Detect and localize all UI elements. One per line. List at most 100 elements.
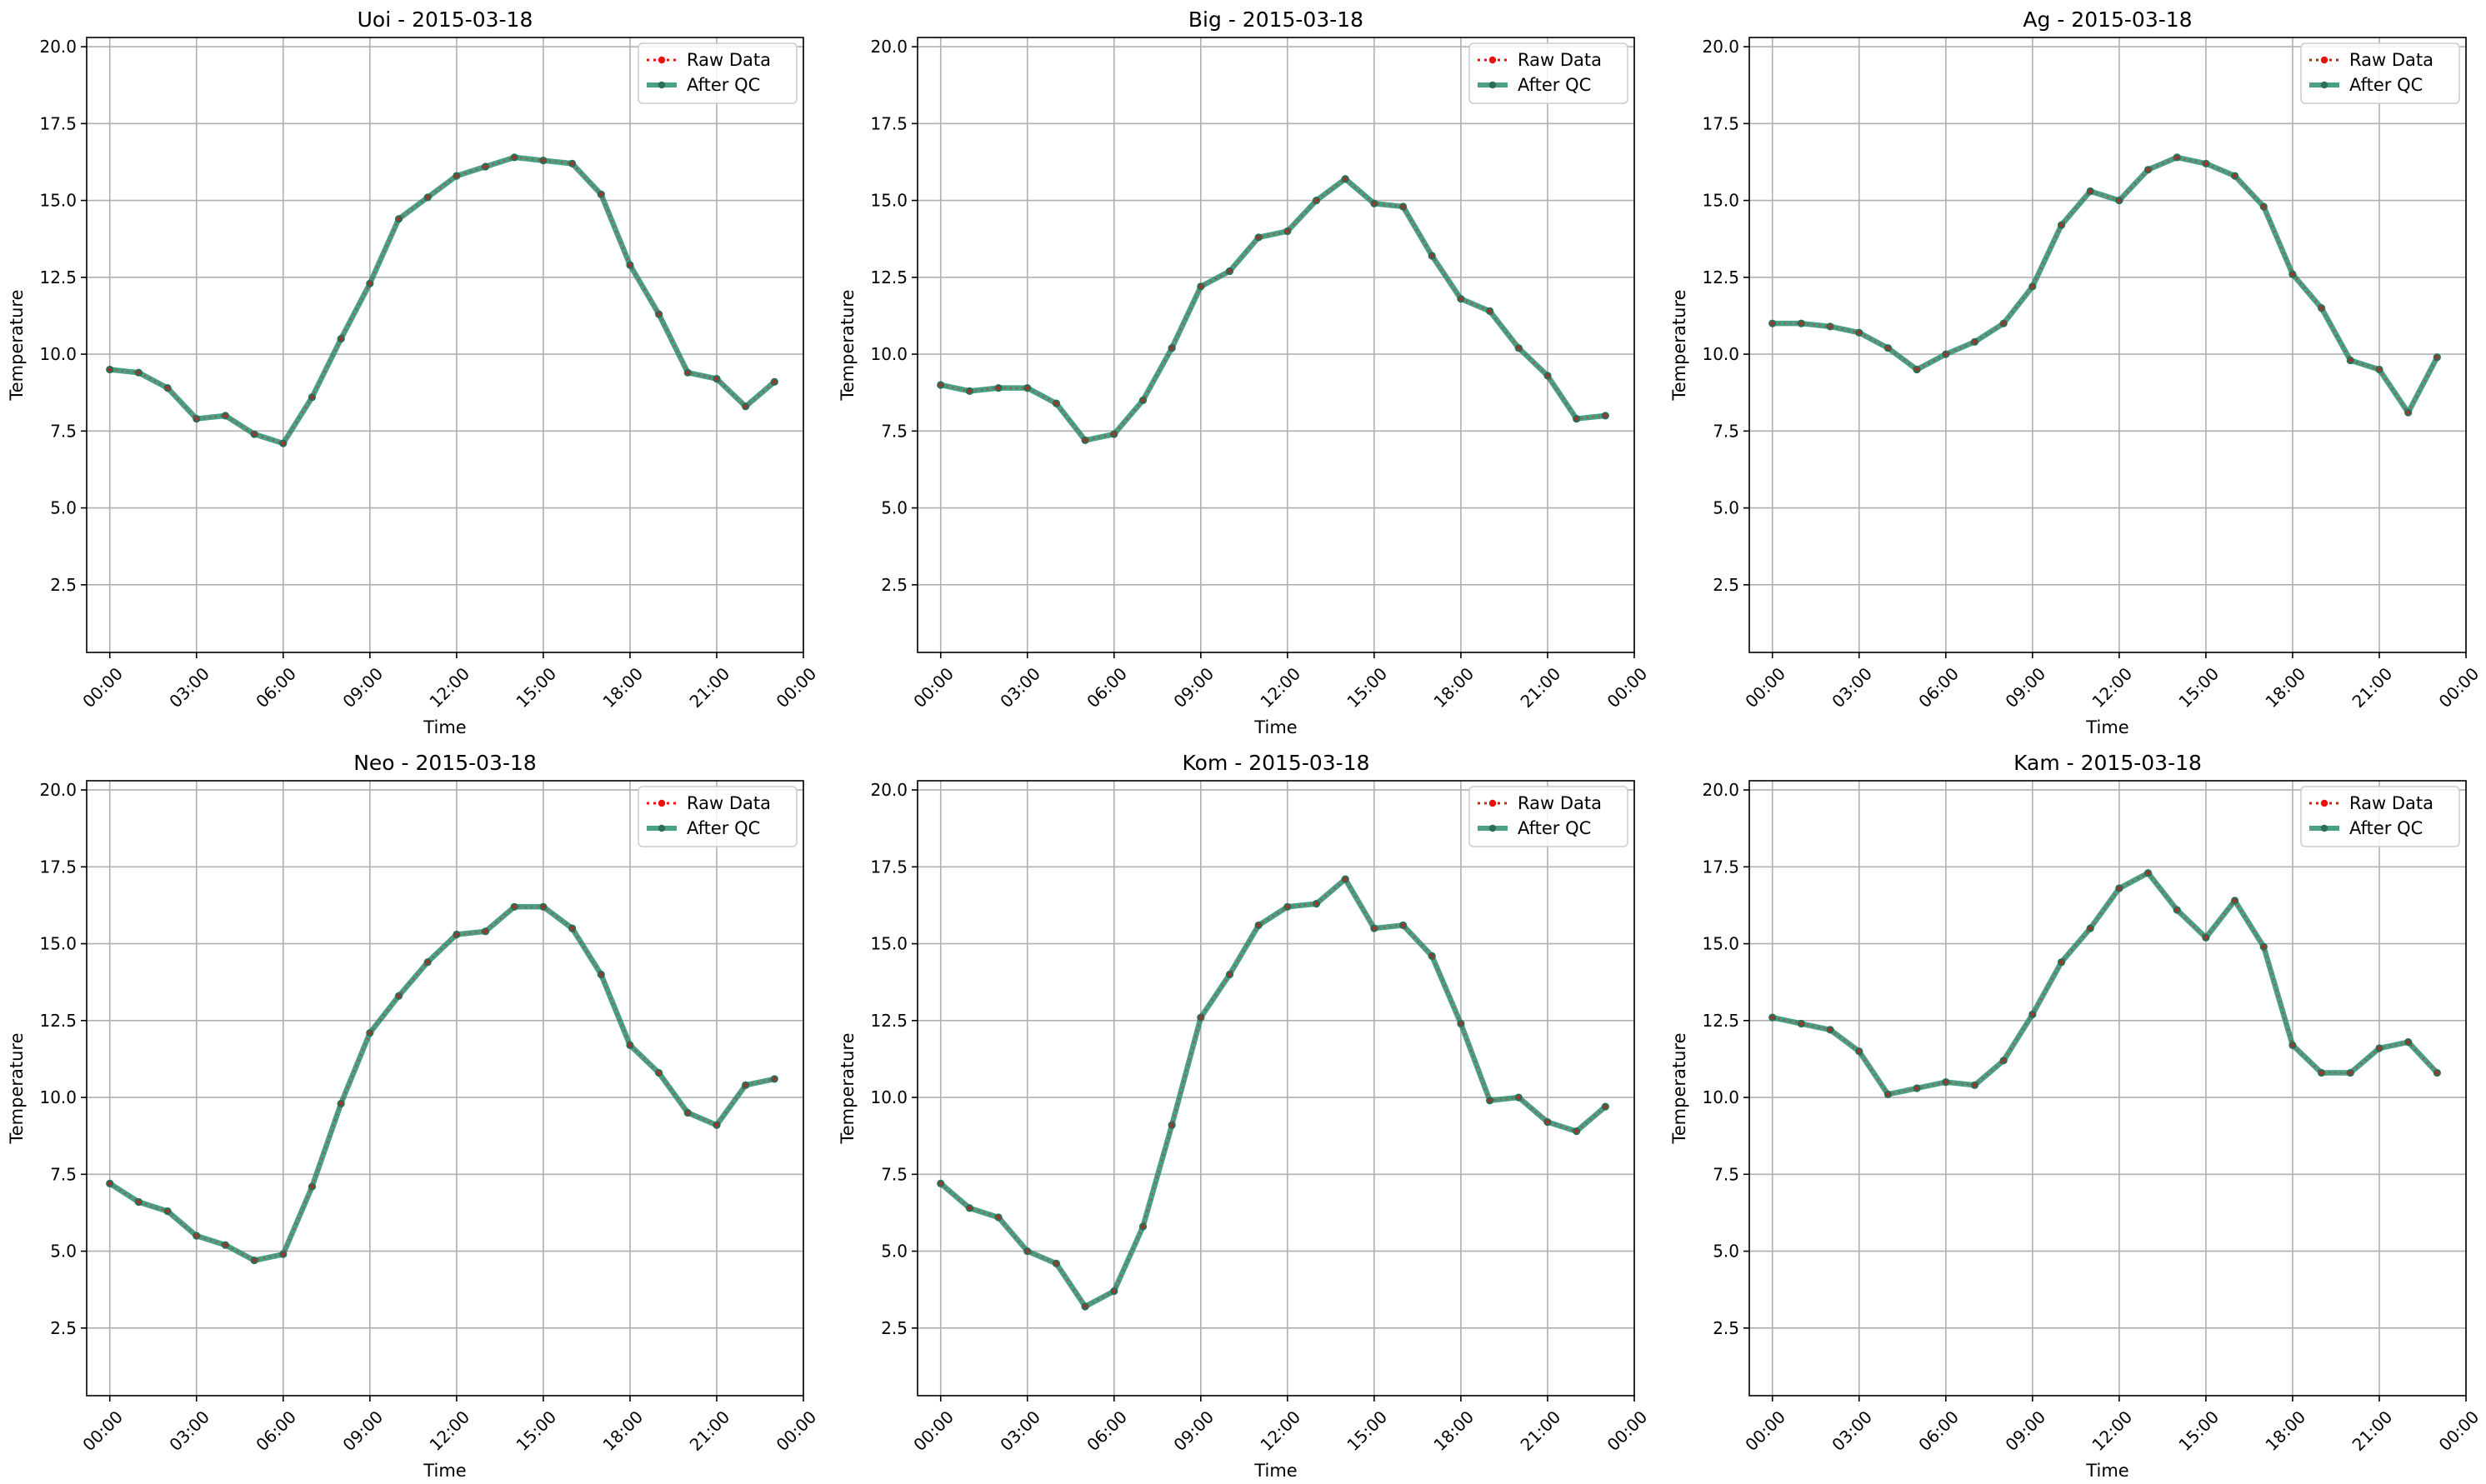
x-tick-label: 00:00 <box>773 663 821 712</box>
x-tick-label: 21:00 <box>1517 663 1565 712</box>
raw-data-point <box>454 932 459 937</box>
after-qc-line <box>107 154 778 447</box>
raw-data-point <box>968 388 972 393</box>
legend-raw-marker <box>1488 56 1497 64</box>
axes-frame <box>86 37 804 653</box>
y-tick-label: 20.0 <box>1702 37 1739 57</box>
axes-frame <box>1748 37 2467 653</box>
x-tick-label: 00:00 <box>2435 663 2483 712</box>
legend-box <box>2300 786 2460 847</box>
raw-data-point <box>1488 309 1493 313</box>
raw-data-point <box>1943 352 1948 357</box>
raw-data-point <box>657 312 662 317</box>
x-tick-label: 18:00 <box>1429 1407 1478 1455</box>
subplot-5: 2.5 5.0 7.5 10.0 12.5 15.0 17.5 20.0 00:00 03:00 0… <box>838 751 1651 1481</box>
raw-data-point <box>1973 1082 1977 1087</box>
legend: Raw Data After QC <box>1468 42 1628 104</box>
x-tick-label: 00:00 <box>1603 663 1652 712</box>
grid-lines <box>918 37 1635 652</box>
raw-data-point <box>1857 1049 1862 1054</box>
raw-data-point <box>685 1111 690 1115</box>
raw-data-point <box>1828 324 1833 329</box>
axes-frame <box>86 780 804 1397</box>
legend-qc-marker <box>2320 824 2328 832</box>
y-tick-label: 7.5 <box>881 1164 908 1184</box>
raw-data-point <box>570 161 574 166</box>
x-tick-label: 18:00 <box>1429 663 1478 712</box>
y-tick-label: 15.0 <box>1702 191 1739 211</box>
x-tick-label: 03:00 <box>165 663 213 712</box>
raw-data-point <box>1799 1022 1803 1026</box>
raw-data-point <box>2203 161 2208 166</box>
x-axis-label: Time <box>2085 1461 2128 1481</box>
y-tick-label: 2.5 <box>1713 1318 1739 1338</box>
raw-data-point <box>1401 204 1405 209</box>
raw-data-point <box>968 1206 972 1211</box>
raw-data-point <box>2290 272 2295 277</box>
legend-box <box>2300 42 2460 104</box>
y-axis-label: Temperature <box>1669 1032 1689 1144</box>
raw-data-point <box>1198 284 1203 289</box>
x-tick-label: 00:00 <box>78 1407 127 1455</box>
x-tick-label: 00:00 <box>78 663 127 712</box>
x-tick-label: 03:00 <box>1828 663 1876 712</box>
raw-data-point <box>1141 1224 1145 1229</box>
subplot-title: Ag - 2015-03-18 <box>2023 7 2192 32</box>
x-tick-label: 09:00 <box>338 1407 387 1455</box>
raw-data-point <box>2348 358 2353 362</box>
x-tick-label: 09:00 <box>1169 1407 1218 1455</box>
raw-data-point <box>1516 1095 1521 1100</box>
x-tick-label: 03:00 <box>996 1407 1044 1455</box>
raw-data-point <box>1545 373 1550 378</box>
raw-data-point <box>1603 1104 1608 1109</box>
x-tick-label: 00:00 <box>773 1407 821 1455</box>
x-axis-label: Time <box>1253 717 1297 737</box>
raw-data-point <box>2088 189 2093 193</box>
raw-data-point <box>483 164 488 169</box>
raw-data-point <box>368 281 373 286</box>
raw-data-markers <box>108 904 777 1263</box>
legend-raw-label: Raw Data <box>687 50 771 70</box>
raw-data-point <box>1256 235 1261 240</box>
raw-data-point <box>2233 898 2237 903</box>
y-tick-label: 12.5 <box>870 267 908 287</box>
raw-data-point <box>338 1102 343 1106</box>
raw-data-point <box>338 337 343 342</box>
raw-data-point <box>598 192 603 197</box>
x-axis-label: Time <box>423 1461 466 1481</box>
raw-data-point <box>1458 1022 1463 1026</box>
raw-data-point <box>1112 1289 1117 1293</box>
raw-data-point <box>2030 1012 2035 1017</box>
raw-data-point <box>2059 960 2063 965</box>
y-axis-label: Temperature <box>838 1032 858 1144</box>
y-axis-label: Temperature <box>838 289 858 401</box>
y-tick-label: 10.0 <box>1702 344 1739 364</box>
raw-data-point <box>1914 367 1919 372</box>
y-tick-label: 17.5 <box>39 857 77 877</box>
raw-data-point <box>454 173 459 178</box>
raw-data-point <box>252 1258 257 1263</box>
y-tick-label: 10.0 <box>39 344 77 364</box>
y-tick-label: 12.5 <box>870 1011 908 1031</box>
x-tick-label: 00:00 <box>909 1407 958 1455</box>
x-tick-label: 06:00 <box>1914 663 1963 712</box>
raw-data-point <box>714 1122 719 1127</box>
raw-data-markers <box>108 155 777 446</box>
raw-data-point <box>1256 923 1261 927</box>
legend-box <box>638 42 798 104</box>
raw-data-point <box>2174 907 2179 912</box>
y-tick-label: 2.5 <box>50 1318 77 1338</box>
y-tick-label: 15.0 <box>870 191 908 211</box>
legend-box <box>638 786 798 847</box>
raw-data-point <box>2059 222 2063 227</box>
y-tick-label: 10.0 <box>870 1087 908 1107</box>
raw-data-point <box>310 1184 314 1189</box>
y-tick-label: 7.5 <box>881 421 908 441</box>
legend-raw-marker <box>658 799 666 807</box>
y-tick-label: 15.0 <box>39 191 77 211</box>
y-tick-label: 10.0 <box>870 344 908 364</box>
y-tick-label: 17.5 <box>39 113 77 133</box>
y-tick-label: 10.0 <box>1702 1087 1739 1107</box>
legend-qc-label: After QC <box>1518 75 1591 95</box>
